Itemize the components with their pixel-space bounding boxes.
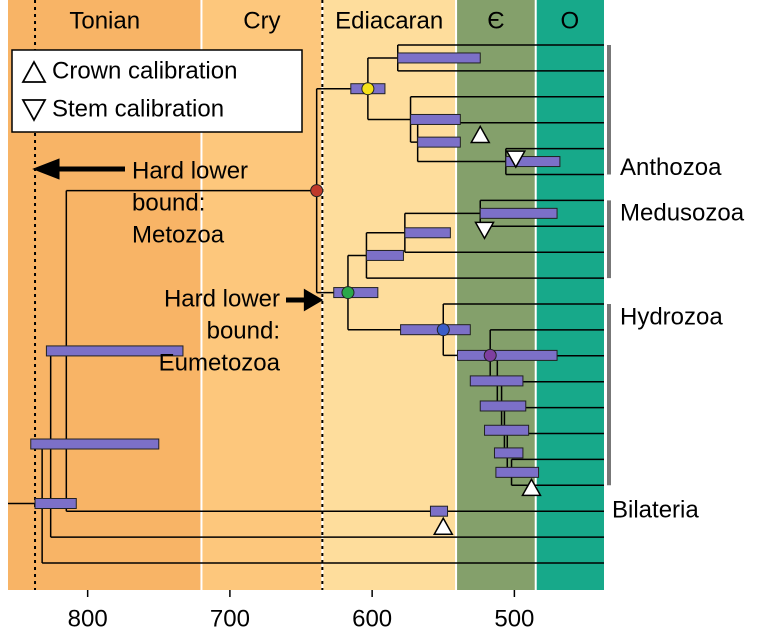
tip-label: Bilateria — [612, 497, 699, 524]
node-marker — [311, 185, 323, 197]
age-interval — [485, 425, 529, 435]
age-interval — [366, 250, 403, 260]
x-tick-label: 800 — [68, 605, 108, 632]
age-interval — [411, 114, 461, 124]
legend-stem-label: Stem calibration — [52, 95, 224, 122]
hard-bound-label: Hard lower — [132, 157, 248, 184]
age-interval — [480, 208, 557, 218]
x-tick-label: 500 — [494, 605, 534, 632]
hard-bound-label: Metozoa — [132, 221, 225, 248]
age-interval — [398, 53, 481, 63]
age-interval — [480, 401, 526, 411]
period-band — [536, 0, 604, 590]
chart: Tonian Cry Ediacaran Є O 800 700 600 500 Hard low… — [0, 0, 782, 638]
node-marker — [362, 83, 374, 95]
hard-bound-label: bound: — [132, 189, 205, 216]
age-interval — [457, 350, 557, 360]
age-interval — [418, 137, 461, 147]
age-interval — [35, 499, 76, 509]
age-interval — [470, 376, 523, 386]
clade-label: Anthozoa — [620, 154, 722, 181]
period-label: Cry — [243, 7, 280, 34]
period-label: O — [561, 7, 580, 34]
hard-bound-label: Hard lower — [164, 285, 280, 312]
age-interval — [31, 439, 159, 449]
clade-label: Medusozoa — [620, 200, 745, 227]
period-band — [456, 0, 536, 590]
age-interval — [494, 448, 522, 458]
x-tick-label: 700 — [210, 605, 250, 632]
node-marker — [484, 349, 496, 361]
hard-bound-label: bound: — [207, 317, 280, 344]
period-label: Ediacaran — [335, 7, 443, 34]
age-interval — [496, 467, 539, 477]
period-label: Є — [487, 7, 504, 34]
legend-crown-label: Crown calibration — [52, 57, 237, 84]
age-interval — [405, 228, 451, 238]
clade-label: Hydrozoa — [620, 303, 723, 330]
node-marker — [342, 287, 354, 299]
period-label: Tonian — [69, 7, 140, 34]
age-interval — [430, 506, 447, 516]
age-interval — [334, 288, 378, 298]
x-tick-label: 600 — [352, 605, 392, 632]
hard-bound-label: Eumetozoa — [159, 349, 281, 376]
age-interval — [401, 325, 471, 335]
node-marker — [437, 324, 449, 336]
